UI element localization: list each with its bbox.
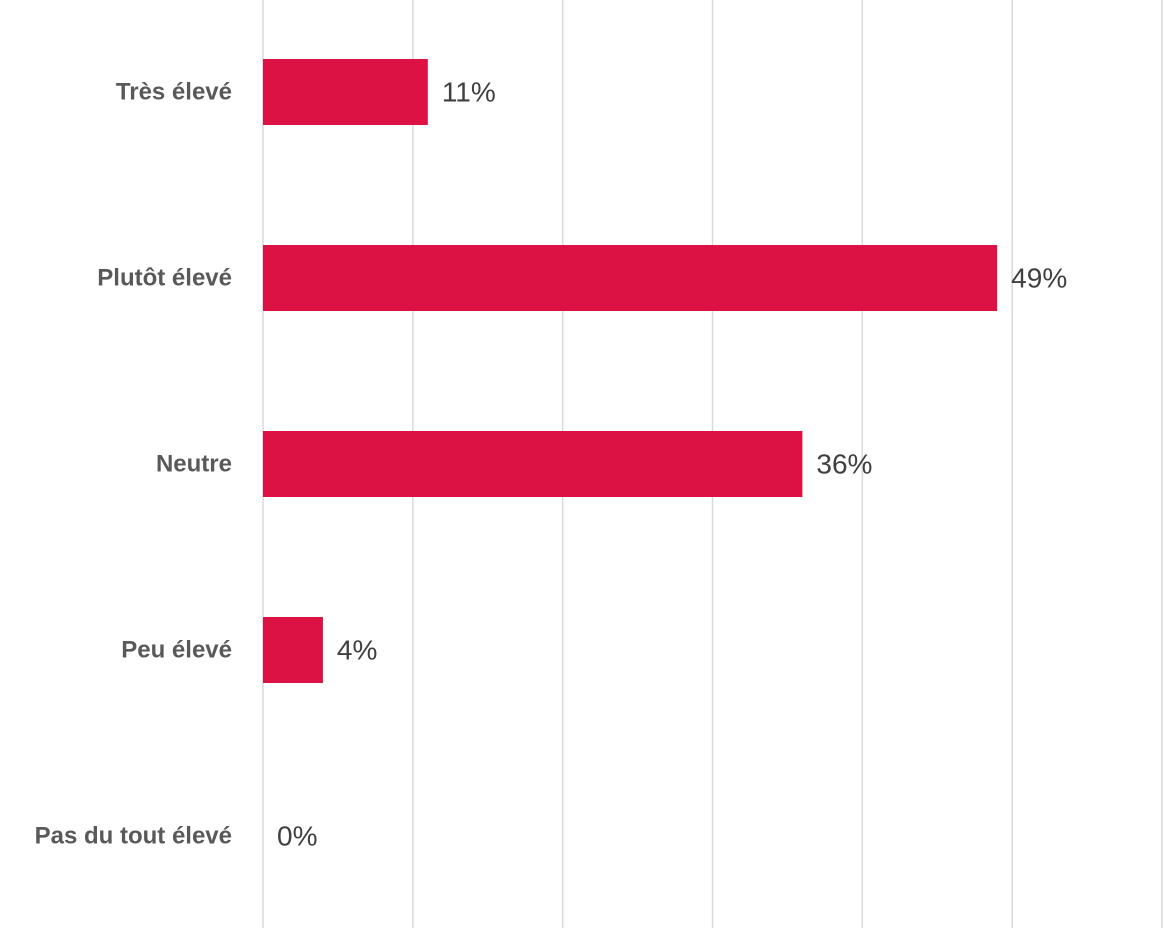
category-label: Peu élevé xyxy=(121,637,232,664)
data-label: 0% xyxy=(277,821,317,852)
bar-layer xyxy=(263,59,998,683)
label-layer: Très élevé 11% Plutôt élevé 49% Neutre 36% Peu… xyxy=(35,77,1068,852)
category-label: Pas du tout élevé xyxy=(35,823,232,850)
data-label: 49% xyxy=(1011,263,1067,294)
category-label: Neutre xyxy=(156,451,232,478)
bar xyxy=(263,617,323,683)
bar xyxy=(263,245,998,311)
data-label: 11% xyxy=(442,77,496,108)
data-label: 36% xyxy=(816,449,872,480)
data-label: 4% xyxy=(337,635,377,666)
bar xyxy=(263,431,803,497)
category-label: Très élevé xyxy=(116,79,232,106)
category-label: Plutôt élevé xyxy=(97,265,232,292)
bar xyxy=(263,59,428,125)
